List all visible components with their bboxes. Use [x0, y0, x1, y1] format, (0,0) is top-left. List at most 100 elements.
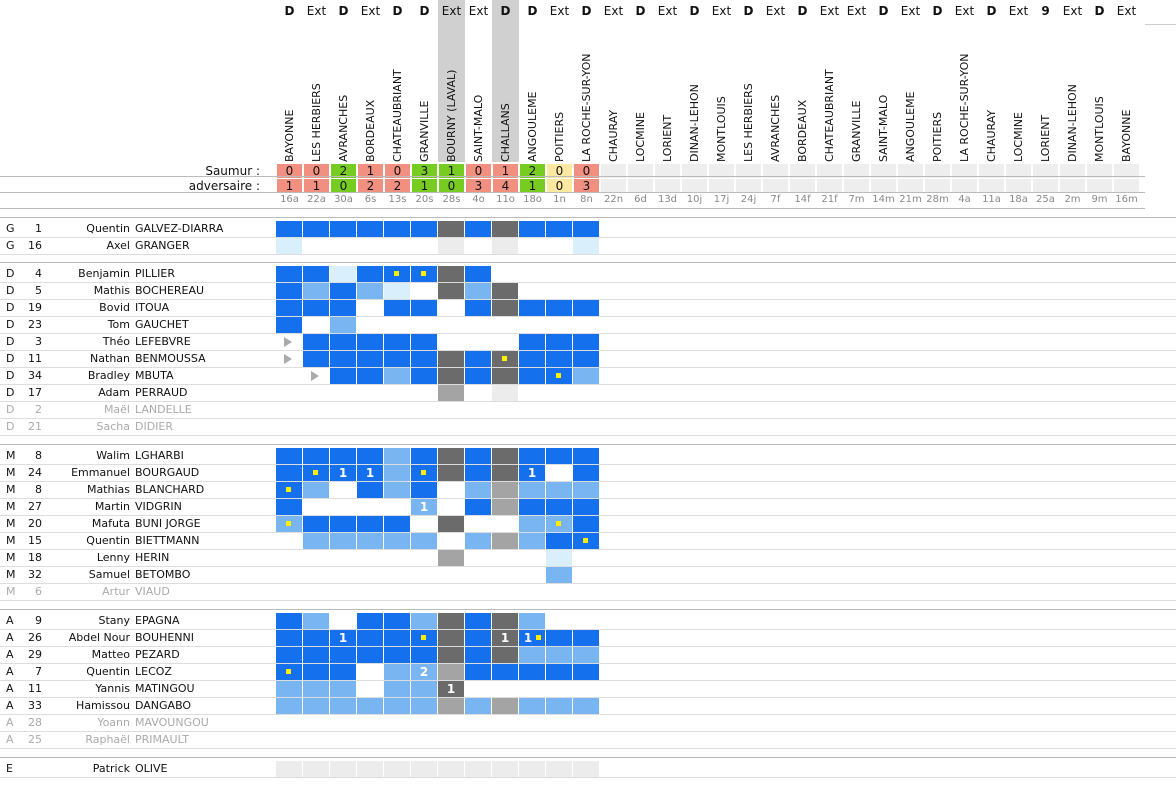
match-cell[interactable] [573, 533, 599, 549]
match-cell[interactable] [438, 266, 464, 282]
match-cell[interactable]: 1 [438, 681, 464, 697]
player-first-name[interactable]: Abdel Nour [68, 631, 130, 644]
match-cell[interactable] [357, 221, 383, 237]
match-cell[interactable] [546, 761, 572, 777]
match-cell[interactable] [411, 533, 437, 549]
match-cell[interactable] [519, 334, 545, 350]
match-cell[interactable] [492, 647, 518, 663]
player-last-name[interactable]: BIETTMANN [135, 534, 200, 547]
match-cell[interactable] [492, 238, 518, 254]
player-first-name[interactable]: Yannis [95, 682, 130, 695]
player-last-name[interactable]: PERRAUD [135, 386, 188, 399]
opponent-name[interactable]: ANGOULEME [526, 91, 539, 162]
match-cell[interactable] [519, 482, 545, 498]
match-cell[interactable] [573, 630, 599, 646]
player-first-name[interactable]: Nathan [90, 352, 130, 365]
player-first-name[interactable]: Mafuta [91, 517, 130, 530]
match-cell[interactable] [519, 647, 545, 663]
match-cell[interactable] [411, 613, 437, 629]
match-cell[interactable] [330, 351, 356, 367]
match-cell[interactable] [519, 664, 545, 680]
match-cell[interactable] [330, 317, 356, 333]
match-cell[interactable] [573, 698, 599, 714]
match-cell[interactable] [357, 613, 383, 629]
match-cell[interactable] [573, 516, 599, 532]
player-first-name[interactable]: Adam [98, 386, 130, 399]
match-cell[interactable] [573, 300, 599, 316]
player-last-name[interactable]: LECOZ [135, 665, 172, 678]
match-cell[interactable] [465, 630, 491, 646]
opponent-name[interactable]: BOURNY (LAVAL) [445, 69, 458, 162]
match-cell[interactable] [438, 351, 464, 367]
match-cell[interactable] [438, 238, 464, 254]
opponent-name[interactable]: LA ROCHE-SUR-YON [580, 53, 593, 162]
match-cell[interactable] [357, 516, 383, 532]
match-cell[interactable] [303, 761, 329, 777]
match-cell[interactable] [438, 630, 464, 646]
opponent-name[interactable]: LORIENT [1039, 114, 1052, 162]
match-cell[interactable] [465, 613, 491, 629]
match-cell[interactable] [303, 698, 329, 714]
match-cell[interactable] [276, 300, 302, 316]
match-cell[interactable] [384, 283, 410, 299]
player-last-name[interactable]: BOURGAUD [135, 466, 200, 479]
match-cell[interactable] [519, 516, 545, 532]
match-cell[interactable] [330, 368, 356, 384]
match-cell[interactable] [492, 761, 518, 777]
match-cell[interactable] [519, 613, 545, 629]
player-last-name[interactable]: BOCHEREAU [135, 284, 205, 297]
match-cell[interactable] [465, 482, 491, 498]
match-cell[interactable] [330, 664, 356, 680]
player-last-name[interactable]: LANDELLE [135, 403, 192, 416]
match-cell[interactable] [519, 499, 545, 515]
match-cell[interactable] [438, 664, 464, 680]
match-cell[interactable] [519, 698, 545, 714]
match-cell[interactable] [546, 368, 572, 384]
match-cell[interactable] [492, 698, 518, 714]
match-cell[interactable] [465, 351, 491, 367]
match-cell[interactable] [546, 351, 572, 367]
match-cell[interactable] [546, 448, 572, 464]
player-first-name[interactable]: Axel [106, 239, 130, 252]
match-cell[interactable] [438, 385, 464, 401]
opponent-name[interactable]: CHATEAUBRIANT [391, 69, 404, 162]
player-last-name[interactable]: BUNI JORGE [135, 517, 201, 530]
opponent-name[interactable]: AVRANCHES [337, 94, 350, 162]
match-cell[interactable] [303, 482, 329, 498]
match-cell[interactable] [357, 761, 383, 777]
match-cell[interactable] [492, 385, 518, 401]
match-cell[interactable]: 1 [492, 630, 518, 646]
match-cell[interactable] [519, 221, 545, 237]
player-first-name[interactable]: Hamissou [76, 699, 130, 712]
match-cell[interactable] [330, 761, 356, 777]
match-cell[interactable] [546, 334, 572, 350]
match-cell[interactable] [438, 516, 464, 532]
match-cell[interactable] [384, 448, 410, 464]
match-cell[interactable] [519, 300, 545, 316]
match-cell[interactable] [438, 368, 464, 384]
match-cell[interactable] [465, 647, 491, 663]
opponent-name[interactable]: BAYONNE [1120, 109, 1133, 162]
match-cell[interactable] [411, 761, 437, 777]
player-first-name[interactable]: Maël [103, 403, 130, 416]
match-cell[interactable] [384, 221, 410, 237]
player-first-name[interactable]: Mathias [86, 483, 130, 496]
match-cell[interactable]: 1 [330, 465, 356, 481]
match-cell[interactable] [492, 351, 518, 367]
match-cell[interactable] [438, 465, 464, 481]
opponent-name[interactable]: BAYONNE [283, 109, 296, 162]
match-cell[interactable] [330, 221, 356, 237]
match-cell[interactable] [411, 300, 437, 316]
match-cell[interactable] [303, 664, 329, 680]
player-first-name[interactable]: Mathis [93, 284, 130, 297]
match-cell[interactable] [573, 664, 599, 680]
match-cell[interactable] [357, 698, 383, 714]
match-cell[interactable] [546, 664, 572, 680]
player-first-name[interactable]: Benjamin [78, 267, 130, 280]
opponent-name[interactable]: ANGOULEME [904, 91, 917, 162]
player-first-name[interactable]: Walim [96, 449, 130, 462]
player-first-name[interactable]: Emmanuel [71, 466, 130, 479]
player-last-name[interactable]: GALVEZ-DIARRA [135, 222, 224, 235]
match-cell[interactable] [276, 266, 302, 282]
match-cell[interactable] [276, 664, 302, 680]
